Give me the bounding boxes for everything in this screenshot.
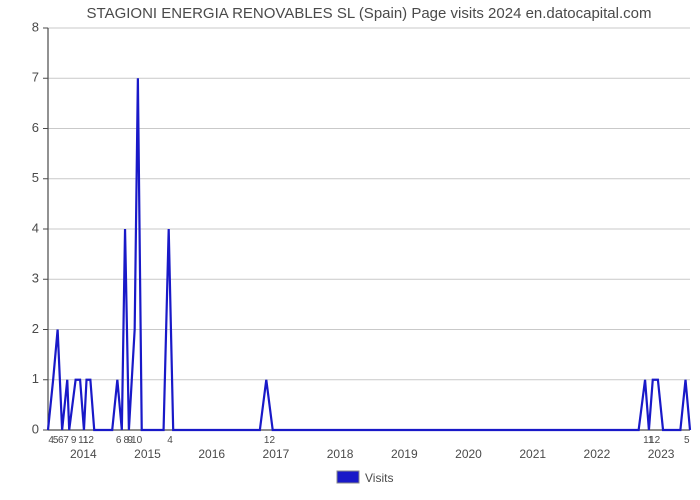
chart-title: STAGIONI ENERGIA RENOVABLES SL (Spain) P… [87, 5, 652, 22]
ytick-label: 6 [32, 120, 39, 135]
ytick-label: 8 [32, 19, 39, 34]
xtick-minor-label: 5 [684, 435, 690, 446]
xtick-major-label: 2019 [391, 447, 418, 461]
ytick-label: 4 [32, 220, 39, 235]
chart-svg: STAGIONI ENERGIA RENOVABLES SL (Spain) P… [0, 0, 700, 500]
legend-swatch [337, 471, 359, 483]
xtick-major-label: 2022 [584, 447, 611, 461]
xtick-minor-label: 9 [71, 435, 77, 446]
ytick-label: 0 [32, 421, 39, 436]
xtick-minor-label: 6 [116, 435, 122, 446]
ytick-label: 5 [32, 170, 39, 185]
visits-chart: STAGIONI ENERGIA RENOVABLES SL (Spain) P… [0, 0, 700, 500]
xtick-major-label: 2018 [327, 447, 354, 461]
ytick-label: 1 [32, 371, 39, 386]
series-visits [48, 78, 690, 430]
xtick-minor-label: 12 [649, 435, 661, 446]
legend-label: Visits [365, 471, 393, 485]
xtick-major-label: 2021 [519, 447, 546, 461]
xtick-minor-label: 10 [131, 435, 143, 446]
xtick-major-label: 2016 [198, 447, 225, 461]
xtick-major-label: 2014 [70, 447, 97, 461]
ytick-label: 2 [32, 321, 39, 336]
xtick-major-label: 2015 [134, 447, 161, 461]
xtick-major-label: 2020 [455, 447, 482, 461]
xtick-minor-label: 4 [167, 435, 173, 446]
xtick-minor-label: 12 [83, 435, 95, 446]
xtick-minor-label: 7 [63, 435, 69, 446]
ytick-label: 3 [32, 271, 39, 286]
xtick-minor-label: 12 [264, 435, 276, 446]
xtick-major-label: 2017 [263, 447, 290, 461]
ytick-label: 7 [32, 70, 39, 85]
xtick-major-label: 2023 [648, 447, 675, 461]
